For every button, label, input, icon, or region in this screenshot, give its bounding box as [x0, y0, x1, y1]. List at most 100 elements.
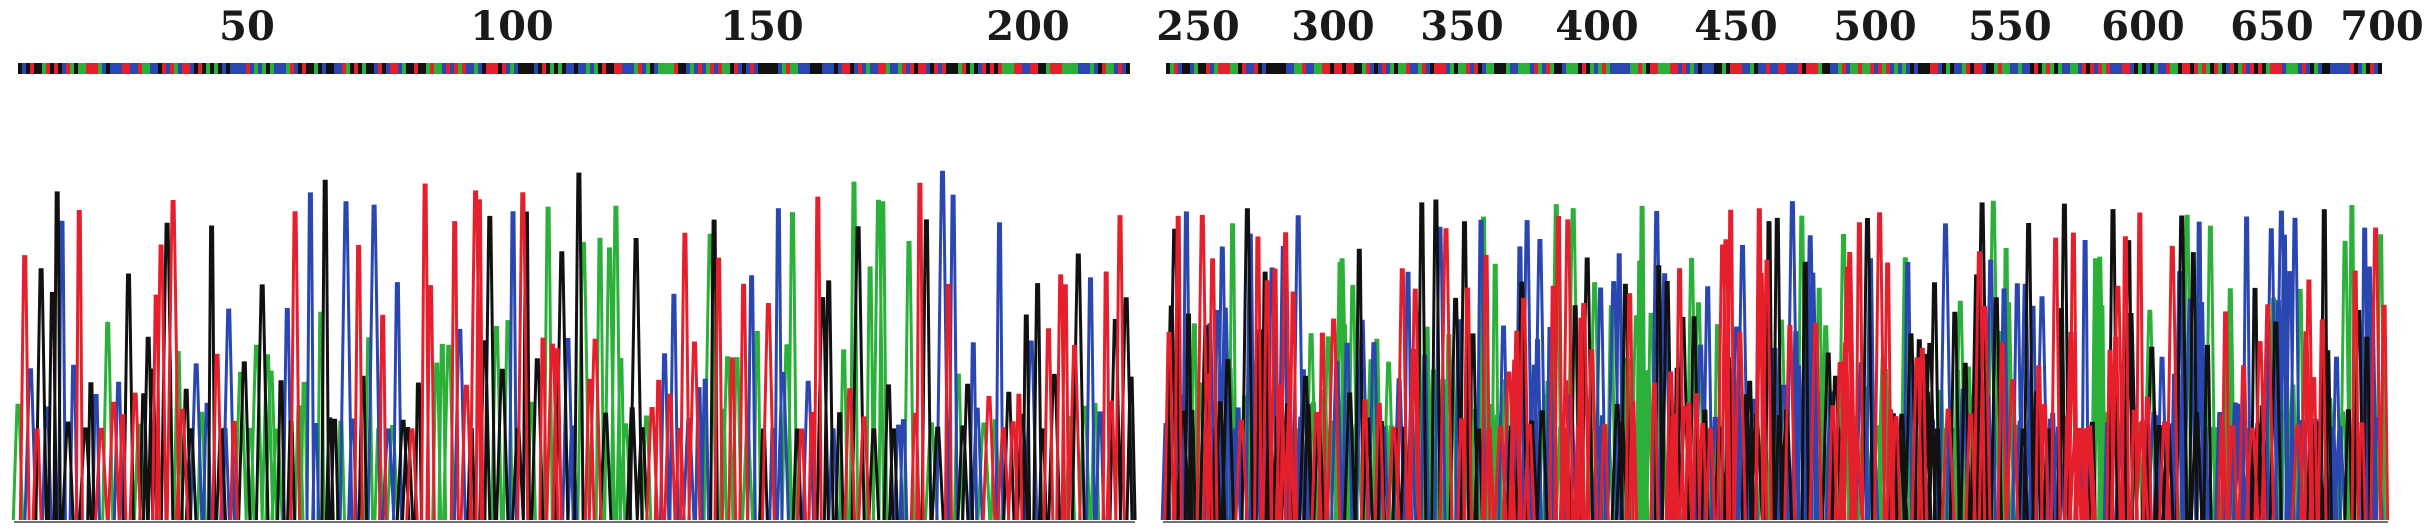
base-call-cell — [898, 63, 902, 74]
base-call-cell — [1882, 63, 1886, 74]
base-call-cell — [870, 63, 874, 74]
base-call-cell — [1678, 63, 1682, 74]
base-call-cell — [2342, 63, 2346, 74]
base-call-cell — [1318, 63, 1322, 74]
base-call-cell — [1126, 63, 1130, 74]
base-call-cell — [2362, 63, 2366, 74]
base-call-cell — [466, 63, 470, 74]
base-call-cell — [1190, 63, 1194, 74]
base-call-cell — [1450, 63, 1454, 74]
base-call-cell — [1622, 63, 1626, 74]
base-call-cell — [2054, 63, 2058, 74]
base-call-cell — [1854, 63, 1858, 74]
base-call-cell — [1026, 63, 1030, 74]
base-call-cell — [1322, 63, 1326, 74]
base-call-cell — [866, 63, 870, 74]
base-call-cell — [1418, 63, 1422, 74]
base-call-cell — [1794, 63, 1798, 74]
base-call-cell — [426, 63, 430, 74]
base-call-cell — [274, 63, 278, 74]
base-call-cell — [498, 63, 502, 74]
base-call-cell — [502, 63, 506, 74]
base-call-cell — [1358, 63, 1362, 74]
base-call-cell — [978, 63, 982, 74]
base-call-cell — [278, 63, 282, 74]
base-call-cell — [2034, 63, 2038, 74]
base-call-cell — [2286, 63, 2290, 74]
base-call-cell — [314, 63, 318, 74]
base-call-cell — [146, 63, 150, 74]
base-call-cell — [2358, 63, 2362, 74]
base-call-cell — [2310, 63, 2314, 74]
base-call-cell — [1338, 63, 1342, 74]
base-call-cell — [1614, 63, 1618, 74]
base-call-cell — [1710, 63, 1714, 74]
base-call-cell — [1822, 63, 1826, 74]
tick-label-600: 600 — [2101, 3, 2185, 50]
base-call-cell — [558, 63, 562, 74]
base-call-cell — [474, 63, 478, 74]
base-call-cell — [1834, 63, 1838, 74]
base-call-cell — [1030, 63, 1034, 74]
base-call-cell — [1090, 63, 1094, 74]
base-call-cell — [1994, 63, 1998, 74]
base-call-cell — [1490, 63, 1494, 74]
base-call-cell — [750, 63, 754, 74]
base-call-cell — [246, 63, 250, 74]
base-call-cell — [994, 63, 998, 74]
base-call-cell — [382, 63, 386, 74]
base-call-cell — [2170, 63, 2174, 74]
base-call-cell — [2138, 63, 2142, 74]
base-call-cell — [1798, 63, 1802, 74]
base-call-cell — [2338, 63, 2342, 74]
tick-label-700: 700 — [2340, 3, 2424, 50]
base-call-cell — [258, 63, 262, 74]
base-call-cell — [414, 63, 418, 74]
base-call-cell — [1290, 63, 1294, 74]
base-call-cell — [142, 63, 146, 74]
base-call-cell — [814, 63, 818, 74]
base-call-sequence-strip-left — [18, 63, 1130, 74]
base-call-cell — [486, 63, 490, 74]
base-call-cell — [1934, 63, 1938, 74]
base-call-cell — [850, 63, 854, 74]
trace-t — [18, 182, 1126, 521]
base-call-cell — [1542, 63, 1546, 74]
base-call-cell — [398, 63, 402, 74]
base-call-cell — [1306, 63, 1310, 74]
base-call-cell — [2282, 63, 2286, 74]
base-call-cell — [434, 63, 438, 74]
base-call-cell — [1302, 63, 1306, 74]
base-call-cell — [1010, 63, 1014, 74]
base-call-cell — [670, 63, 674, 74]
base-call-cell — [306, 63, 310, 74]
base-call-cell — [2258, 63, 2262, 74]
base-call-cell — [1474, 63, 1478, 74]
base-call-cell — [350, 63, 354, 74]
tick-label-150: 150 — [720, 3, 804, 50]
base-call-cell — [1110, 63, 1114, 74]
base-call-cell — [530, 63, 534, 74]
base-call-cell — [590, 63, 594, 74]
base-call-cell — [1774, 63, 1778, 74]
base-call-cell — [402, 63, 406, 74]
base-call-cell — [2078, 63, 2082, 74]
base-call-cell — [126, 63, 130, 74]
base-call-cell — [506, 63, 510, 74]
tick-label-250: 250 — [1156, 3, 1240, 50]
base-call-cell — [1462, 63, 1466, 74]
base-call-cell — [1910, 63, 1914, 74]
base-call-cell — [510, 63, 514, 74]
base-call-cell — [1070, 63, 1074, 74]
base-call-cell — [1894, 63, 1898, 74]
base-call-cell — [1618, 63, 1622, 74]
base-call-cell — [1950, 63, 1954, 74]
base-call-cell — [1066, 63, 1070, 74]
base-call-cell — [1282, 63, 1286, 74]
base-call-cell — [74, 63, 78, 74]
base-call-cell — [266, 63, 270, 74]
base-call-cell — [1850, 63, 1854, 74]
base-call-cell — [2182, 63, 2186, 74]
base-call-cell — [198, 63, 202, 74]
base-call-cell — [2090, 63, 2094, 74]
